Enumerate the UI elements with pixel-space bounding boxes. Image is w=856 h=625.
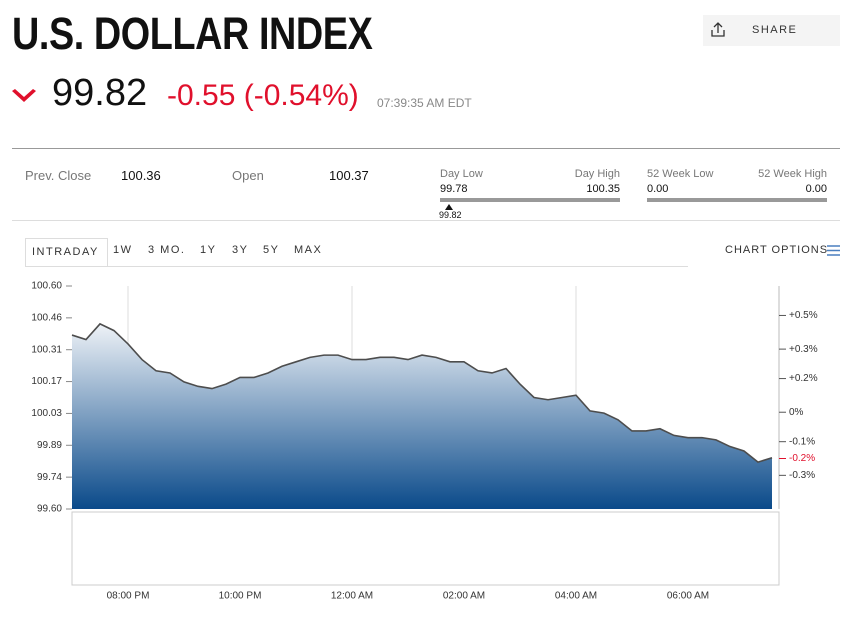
stat-label: Day High [574, 168, 620, 180]
y-tick-label: 100.60 [31, 281, 62, 292]
stat-label: Open [232, 168, 264, 183]
y-tick-label: 99.74 [37, 472, 62, 483]
share-button[interactable]: SHARE [703, 15, 840, 46]
volume-panel [71, 511, 780, 586]
stat-value: 0.00 [647, 183, 669, 195]
stat-label: 52 Week Low [647, 168, 714, 180]
stat-value: 99.78 [440, 183, 468, 195]
tab[interactable]: 1Y [200, 244, 217, 256]
stat-value: 100.37 [329, 168, 369, 183]
stat-value: 100.36 [121, 168, 161, 183]
x-tick-label: 12:00 AM [331, 591, 373, 602]
tab[interactable]: 1W [113, 244, 133, 256]
x-tick-label: 02:00 AM [443, 591, 485, 602]
tab[interactable]: 3Y [232, 244, 249, 256]
stat-value: 0.00 [805, 183, 827, 195]
down-arrow [12, 89, 36, 102]
y2-tick-label: -0.1% [789, 436, 815, 447]
menu-icon [827, 245, 840, 256]
range-bar [647, 198, 827, 202]
x-tick-label: 10:00 PM [219, 591, 262, 602]
stat-label: Prev. Close [25, 168, 92, 183]
stat-label: Day Low [440, 168, 483, 180]
divider [12, 220, 840, 221]
timestamp: 07:39:35 AM EDT [377, 96, 472, 110]
y2-marker-label: -0.2% [789, 453, 815, 464]
tab[interactable]: 5Y [263, 244, 280, 256]
y-tick-label: 99.60 [37, 504, 62, 515]
tab[interactable]: INTRADAY [32, 246, 99, 258]
range-marker-label: 99.82 [439, 210, 462, 220]
y2-tick-label: +0.2% [789, 373, 818, 384]
y-tick-label: 99.89 [37, 440, 62, 451]
y2-tick-label: +0.3% [789, 344, 818, 355]
y-tick-label: 100.03 [31, 408, 62, 419]
y2-tick-label: +0.5% [789, 310, 818, 321]
x-tick-label: 04:00 AM [555, 591, 597, 602]
divider [12, 148, 840, 149]
range-marker [445, 204, 453, 210]
tab-line [25, 266, 688, 267]
y2-tick-label: -0.3% [789, 470, 815, 481]
price-change: -0.55 (-0.54%) [167, 79, 359, 112]
title: U.S. DOLLAR INDEX [12, 8, 373, 59]
tab[interactable]: MAX [294, 244, 323, 256]
chart-options[interactable]: CHART OPTIONS [725, 244, 829, 256]
y-tick-label: 100.31 [31, 344, 62, 355]
x-tick-label: 06:00 AM [667, 591, 709, 602]
x-tick-label: 08:00 PM [107, 591, 150, 602]
stat-value: 100.35 [586, 183, 620, 195]
range-bar [440, 198, 620, 202]
price-line [71, 322, 773, 464]
y-tick-label: 100.17 [31, 376, 62, 387]
active-tab-box [25, 238, 108, 267]
area-fill [72, 323, 772, 509]
stat-label: 52 Week High [758, 168, 827, 180]
tab[interactable]: 3 MO. [148, 244, 186, 256]
y2-tick-label: 0% [789, 407, 804, 418]
share-label: SHARE [752, 24, 798, 36]
share-icon [711, 22, 725, 37]
y-tick-label: 100.46 [31, 312, 62, 323]
price: 99.82 [52, 72, 148, 114]
